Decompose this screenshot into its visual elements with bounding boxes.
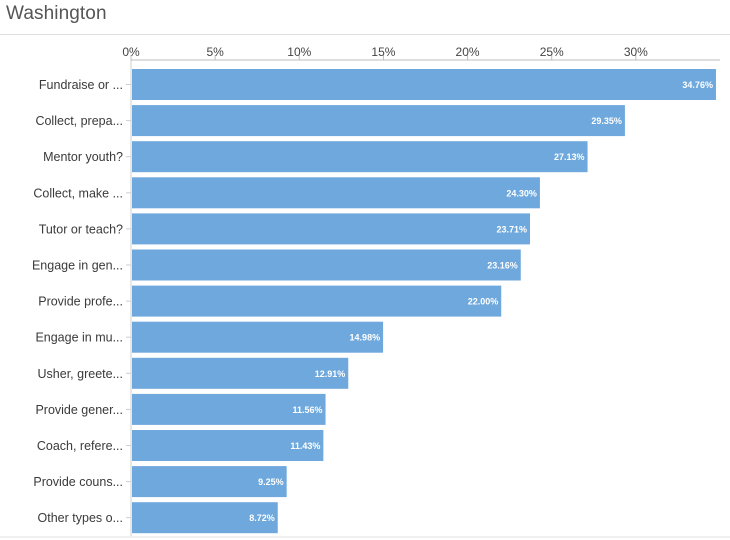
bar <box>132 357 349 389</box>
bar <box>132 502 278 534</box>
category-label: Fundraise or ... <box>39 78 123 92</box>
bar-value-label: 11.43% <box>290 441 320 451</box>
bar-value-label: 27.13% <box>554 152 585 162</box>
axis-layer: 0% 5% 10% 15% 20% 25% 30% Fundraise or ... Colle… <box>0 45 730 538</box>
bar <box>132 249 521 281</box>
category-label: Mentor youth? <box>43 150 123 164</box>
bar <box>132 466 287 498</box>
category-label: Engage in mu... <box>35 331 123 345</box>
bar-value-label: 14.98% <box>350 333 381 343</box>
bar-value-label: 9.25% <box>258 477 284 487</box>
category-label: Coach, refere... <box>37 439 123 453</box>
category-label: Usher, greete... <box>38 367 123 381</box>
bar-value-label: 24.30% <box>506 188 537 198</box>
bar <box>132 393 326 425</box>
bar-value-label: 23.16% <box>487 261 518 271</box>
title-divider <box>0 34 730 35</box>
bar <box>132 69 716 100</box>
bar <box>132 213 531 245</box>
category-label: Engage in gen... <box>32 259 123 273</box>
bar <box>132 285 502 317</box>
bar-value-label: 34.76% <box>682 80 713 90</box>
x-tick-label: 15% <box>371 45 395 59</box>
bar-layer: 34.76% 29.35% 27.13% 24.30% 23.71% 23.16% 22.0… <box>132 69 716 534</box>
x-tick-label: 20% <box>456 45 480 59</box>
bar <box>132 177 540 209</box>
category-label: Provide couns... <box>33 475 123 489</box>
bar-value-label: 22.00% <box>468 297 499 307</box>
category-label: Provide profe... <box>38 295 123 309</box>
category-label: Provide gener... <box>35 403 123 417</box>
bar-value-label: 12.91% <box>315 369 346 379</box>
chart-title: Washington <box>6 3 107 24</box>
bar <box>132 141 588 173</box>
bar-value-label: 23.71% <box>496 224 527 234</box>
x-tick-label: 30% <box>624 45 648 59</box>
category-label: Collect, prepa... <box>35 114 123 128</box>
bar <box>132 105 625 137</box>
x-tick-label: 10% <box>287 45 311 59</box>
bar-value-label: 8.72% <box>249 513 275 523</box>
bar <box>132 430 324 461</box>
x-tick-label: 0% <box>122 45 140 59</box>
category-label: Tutor or teach? <box>39 222 123 236</box>
x-tick-label: 25% <box>540 45 564 59</box>
category-label: Collect, make ... <box>33 186 123 200</box>
bar-value-label: 29.35% <box>591 116 622 126</box>
bar-value-label: 11.56% <box>293 405 323 415</box>
x-tick-label: 5% <box>206 45 224 59</box>
category-label: Other types o... <box>38 511 123 525</box>
bar <box>132 321 384 353</box>
